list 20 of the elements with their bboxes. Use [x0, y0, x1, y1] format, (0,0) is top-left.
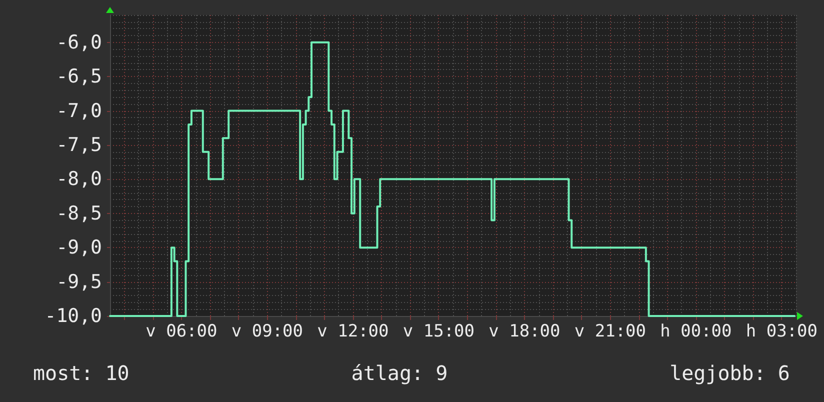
x-tick-label: v 18:00	[488, 322, 560, 342]
x-tick-label: v 15:00	[402, 322, 475, 342]
x-tick-label: h 03:00	[746, 322, 818, 342]
text: legjobb: 6	[670, 361, 790, 385]
y-tick-label: -9,5	[56, 270, 102, 293]
y-tick-label: -10,0	[44, 305, 102, 327]
x-tick-label: v 06:00	[146, 322, 218, 342]
text: átlag: 9	[351, 361, 448, 385]
y-tick-label: -7,0	[56, 100, 102, 122]
y-tick-label: -6,0	[56, 31, 102, 54]
x-tick-label: v 21:00	[574, 322, 646, 342]
y-tick-label: -7,5	[56, 134, 102, 156]
y-tick-label: -8,5	[56, 202, 102, 224]
y-tick-label: -9,0	[56, 236, 102, 259]
x-tick-label: h 00:00	[660, 322, 732, 342]
y-tick-label: -6,5	[56, 66, 102, 88]
text: most: 10	[33, 361, 130, 385]
x-tick-label: v 12:00	[317, 322, 389, 342]
y-tick-label: -8,0	[56, 168, 102, 190]
x-tick-label: v 09:00	[231, 322, 304, 342]
